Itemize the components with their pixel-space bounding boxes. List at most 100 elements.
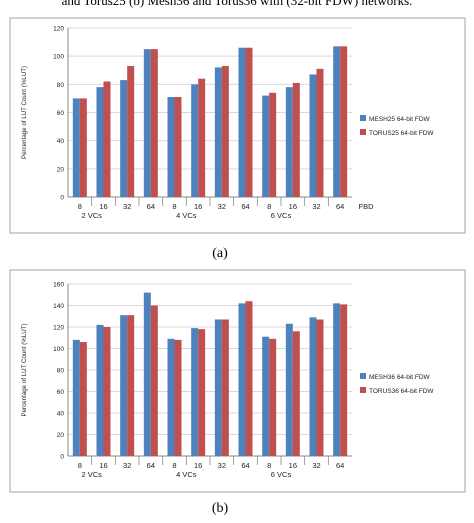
x-tick-label: 32	[312, 461, 320, 470]
group-label: 4 VCs	[176, 211, 197, 220]
bar-torus	[340, 46, 348, 197]
bar-mesh	[214, 67, 222, 197]
x-tick-label: 64	[241, 461, 249, 470]
bar-torus	[79, 342, 87, 456]
bar-mesh	[72, 339, 80, 456]
bar-mesh	[167, 97, 175, 197]
x-tick-label: 8	[267, 461, 271, 470]
top-caption: and Torus25 (b) Mesh36 and Torus36 with …	[62, 0, 413, 8]
bar-torus	[127, 66, 135, 198]
y-tick-label: 140	[53, 303, 64, 310]
bar-torus	[150, 305, 158, 456]
bar-torus	[340, 304, 348, 456]
x-tick-label: 16	[99, 461, 107, 470]
bar-mesh	[143, 292, 151, 456]
x-tick-label: 8	[78, 202, 82, 211]
bar-torus	[269, 92, 277, 197]
bar-torus	[221, 66, 229, 198]
bar-mesh	[238, 47, 246, 197]
y-tick-label: 20	[57, 432, 65, 439]
bar-torus	[316, 68, 324, 197]
x-tick-label: 32	[218, 202, 226, 211]
x-tick-label: 16	[194, 461, 202, 470]
y-tick-label: 80	[57, 368, 65, 375]
y-tick-label: 0	[60, 195, 64, 202]
bar-torus	[292, 82, 300, 197]
x-tick-label: 64	[147, 461, 155, 470]
legend-swatch	[360, 129, 366, 135]
bar-torus	[103, 327, 111, 456]
x-axis-end-label: FBD	[359, 202, 375, 211]
x-tick-label: 16	[289, 202, 297, 211]
bar-mesh	[309, 74, 317, 197]
bar-torus	[245, 47, 253, 197]
bar-mesh	[120, 80, 128, 197]
y-tick-label: 100	[53, 346, 64, 353]
chart-b-label: (b)	[212, 501, 229, 516]
bar-torus	[150, 49, 158, 197]
y-tick-label: 100	[53, 54, 64, 61]
bar-mesh	[333, 303, 341, 456]
x-tick-label: 32	[123, 202, 131, 211]
bar-mesh	[191, 328, 199, 456]
y-tick-label: 20	[57, 166, 65, 173]
bar-mesh	[72, 98, 80, 197]
y-tick-label: 120	[53, 325, 64, 332]
x-tick-label: 8	[78, 461, 82, 470]
bar-mesh	[191, 84, 199, 197]
x-tick-label: 16	[99, 202, 107, 211]
chart-b: 0 20 40 60 80 100 120 140 160 8 16 32 64 8 16 32 64 8 16 32…	[21, 282, 434, 480]
legend-entry: MESH25 64-bit FDW	[369, 116, 431, 123]
y-tick-label: 80	[57, 82, 65, 89]
x-tick-label: 64	[336, 461, 344, 470]
bar-torus	[269, 338, 277, 456]
x-tick-label: 8	[172, 461, 176, 470]
bar-mesh	[285, 323, 293, 456]
x-tick-label: 64	[336, 202, 344, 211]
x-tick-label: 8	[172, 202, 176, 211]
group-label: 2 VCs	[81, 211, 102, 220]
bar-torus	[103, 81, 111, 197]
x-tick-label: 16	[289, 461, 297, 470]
y-tick-label: 40	[57, 411, 65, 418]
bar-torus	[316, 319, 324, 456]
bar-mesh	[262, 336, 270, 456]
group-label: 4 VCs	[176, 470, 197, 479]
y-axis-title: Percentage of LUT Count (%LUT)	[21, 66, 28, 159]
bar-mesh	[96, 324, 104, 456]
bar-mesh	[96, 87, 104, 197]
legend-swatch	[360, 115, 366, 121]
y-tick-label: 160	[53, 282, 64, 289]
y-axis-title: Percentage of LUT Count (%LUT)	[21, 323, 28, 416]
bar-mesh	[333, 46, 341, 197]
bar-torus	[221, 319, 229, 456]
group-label: 6 VCs	[271, 211, 292, 220]
bar-mesh	[143, 49, 151, 197]
group-label: 2 VCs	[81, 470, 102, 479]
bar-mesh	[238, 303, 246, 456]
x-tick-label: 8	[267, 202, 271, 211]
bar-torus	[198, 329, 206, 456]
x-tick-label: 16	[194, 202, 202, 211]
bar-mesh	[214, 319, 222, 456]
x-tick-label: 32	[218, 461, 226, 470]
y-tick-label: 60	[57, 110, 65, 117]
group-label: 6 VCs	[271, 470, 292, 479]
legend-swatch	[360, 373, 366, 379]
chart-a: 0 20 40 60 80 100 120 8 16 32 64 8 16 32 64 8 16 32 64 2 VC…	[21, 26, 434, 221]
bar-torus	[174, 339, 182, 456]
legend-swatch	[360, 387, 366, 393]
legend-entry: TORUS25 64-bit FDW	[369, 130, 434, 137]
y-tick-label: 40	[57, 138, 65, 145]
x-tick-label: 32	[123, 461, 131, 470]
bar-mesh	[262, 95, 270, 197]
y-tick-label: 0	[60, 454, 64, 461]
bar-mesh	[309, 317, 317, 456]
x-tick-label: 64	[241, 202, 249, 211]
bar-mesh	[167, 338, 175, 456]
legend-entry: MESH36 64-bit FDW	[369, 374, 431, 381]
bar-torus	[79, 98, 87, 197]
y-tick-label: 120	[53, 26, 64, 33]
